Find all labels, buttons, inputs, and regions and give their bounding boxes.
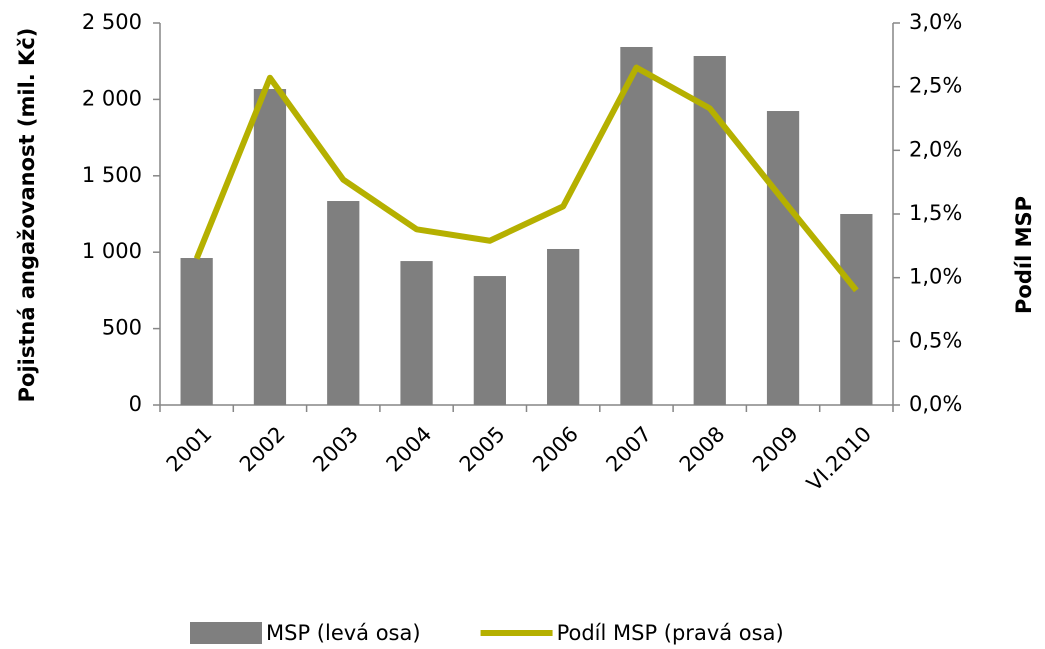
y2-axis-title: Podíl MSP — [1012, 196, 1036, 314]
y2-tick-label: 2,5% — [909, 74, 962, 98]
x-tick-label: 2003 — [308, 422, 363, 477]
x-tick-label: 2004 — [382, 422, 437, 477]
y2-tick-label: 3,0% — [909, 10, 962, 34]
x-tick-label: 2006 — [528, 422, 583, 477]
y2-tick-label: 1,0% — [909, 265, 962, 289]
bar — [620, 46, 653, 406]
bar — [547, 248, 580, 405]
x-tick-label: 2001 — [162, 422, 217, 477]
x-tick-label: 2007 — [601, 422, 656, 477]
x-tick-label: VI.2010 — [802, 422, 876, 496]
y2-tick-label: 0,0% — [909, 392, 962, 416]
x-tick-label: 2008 — [675, 422, 730, 477]
x-tick-label: 2002 — [235, 422, 290, 477]
bar — [766, 111, 800, 405]
bar — [840, 214, 873, 405]
y-tick-label: 500 — [102, 316, 142, 340]
bar — [253, 89, 287, 406]
bar — [400, 261, 433, 405]
x-tick-label: 2005 — [455, 422, 510, 477]
line — [193, 64, 859, 293]
legend-label: MSP (levá osa) — [266, 621, 421, 645]
y2-tick-label: 1,5% — [909, 201, 962, 225]
y-axis-title: Pojistná angažovanost (mil. Kč) — [15, 28, 39, 403]
y-tick-label: 1 000 — [82, 239, 142, 263]
y-tick-label: 2 500 — [82, 10, 142, 34]
y-tick-label: 0 — [129, 392, 142, 416]
legend-label: Podíl MSP (pravá osa) — [557, 621, 784, 645]
y2-tick-label: 2,0% — [909, 137, 962, 161]
y-tick-label: 2 000 — [82, 86, 142, 110]
y2-tick-label: 0,5% — [909, 328, 962, 352]
legend-swatch — [190, 622, 262, 644]
bar — [693, 56, 726, 406]
x-tick-label: 2009 — [748, 422, 803, 477]
y-tick-label: 1 500 — [82, 163, 142, 187]
bar — [327, 201, 360, 405]
bar — [180, 258, 213, 405]
bar — [473, 276, 506, 405]
